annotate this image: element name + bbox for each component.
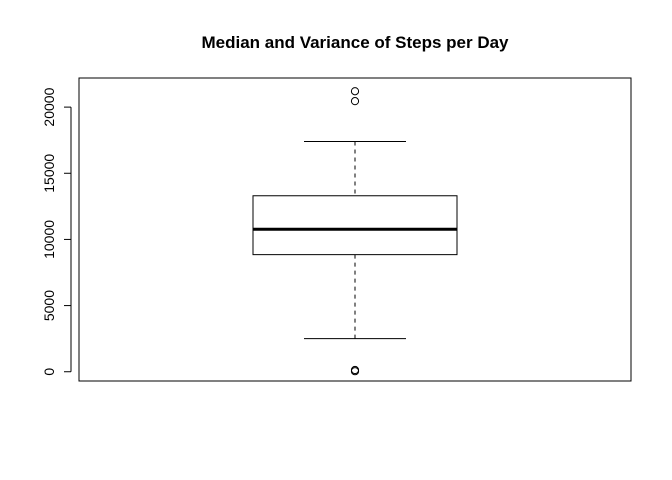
y-tick-label-5000: 5000 — [41, 290, 57, 321]
outlier-point-0 — [350, 87, 360, 96]
plot-frame — [78, 77, 632, 382]
y-tick-label-15000: 15000 — [41, 154, 57, 193]
y-tick-label-20000: 20000 — [41, 87, 57, 126]
y-axis-ticks — [64, 106, 71, 373]
y-axis-tick-labels: 0 5000 10000 15000 20000 — [41, 87, 57, 375]
chart-title: Median and Variance of Steps per Day — [201, 33, 509, 52]
outlier-point-1 — [350, 97, 360, 106]
outlier-point-3 — [350, 365, 360, 375]
y-tick-label-10000: 10000 — [41, 220, 57, 259]
y-tick-label-0: 0 — [41, 368, 57, 376]
iqr-box — [252, 195, 458, 256]
outlier-group — [350, 87, 360, 376]
box-group — [252, 141, 458, 340]
